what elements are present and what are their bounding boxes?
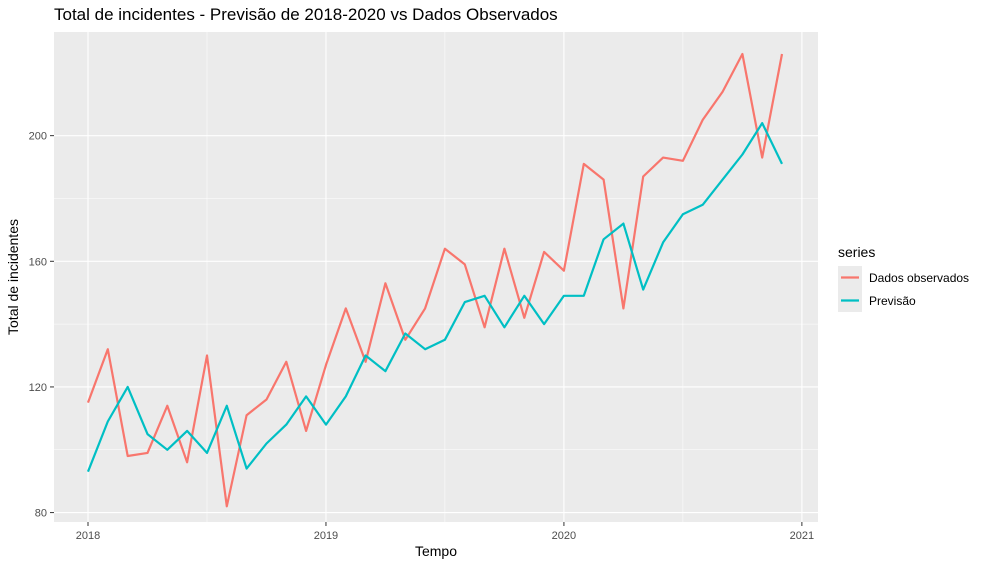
x-tick-label: 2021 <box>790 530 814 542</box>
legend: series Dados observados Previsão <box>838 244 969 312</box>
series-lines <box>86 52 784 508</box>
x-tick-label: 2019 <box>314 530 338 542</box>
chart-title: Total de incidentes - Previsão de 2018-2… <box>54 5 558 24</box>
series-line <box>86 121 783 473</box>
series-line <box>86 52 784 508</box>
gridlines <box>54 32 818 522</box>
y-tick-label: 200 <box>29 131 47 143</box>
y-axis: 80 120 160 200 <box>29 131 54 520</box>
y-tick-label: 80 <box>35 508 47 520</box>
y-tick-label: 160 <box>29 256 47 268</box>
x-axis-title: Tempo <box>415 543 457 559</box>
y-axis-title: Total de incidentes <box>5 219 21 335</box>
legend-label: Previsão <box>869 294 916 308</box>
x-axis: 2018 2019 2020 2021 <box>76 522 814 542</box>
y-tick-label: 120 <box>29 382 47 394</box>
x-tick-label: 2018 <box>76 530 100 542</box>
legend-label: Dados observados <box>869 271 969 285</box>
legend-title: series <box>838 244 875 260</box>
x-tick-label: 2020 <box>552 530 576 542</box>
